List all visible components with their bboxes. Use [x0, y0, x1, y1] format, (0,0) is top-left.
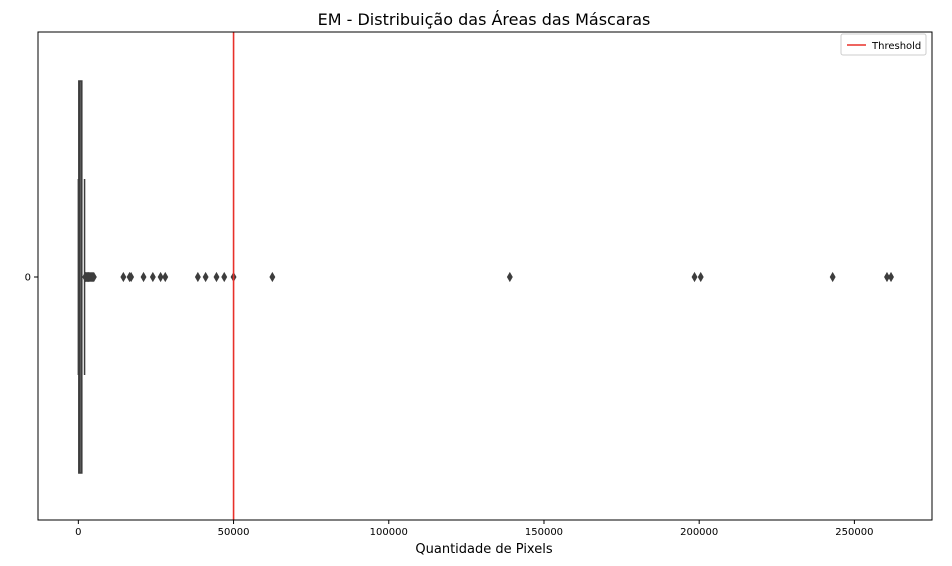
outlier-point-12 — [90, 271, 97, 283]
x-tick-label-2: 100000 — [370, 527, 408, 538]
outlier-point-18 — [157, 271, 164, 283]
y-tick-label-0: 0 — [25, 273, 31, 284]
legend: Threshold — [840, 33, 927, 56]
outlier-point-26 — [506, 271, 513, 283]
outlier-point-15 — [128, 271, 135, 283]
x-tick-label-5: 250000 — [835, 527, 873, 538]
outlier-point-28 — [697, 271, 704, 283]
outlier-point-21 — [202, 271, 209, 283]
outlier-point-29 — [829, 271, 836, 283]
outlier-point-16 — [140, 271, 147, 283]
x-axis-label: Quantidade de Pixels — [415, 542, 552, 557]
outlier-point-31 — [888, 271, 894, 283]
x-tick-label-3: 150000 — [525, 527, 563, 538]
x-tick-label-1: 50000 — [218, 527, 250, 538]
outlier-point-30 — [884, 271, 890, 283]
outlier-point-23 — [221, 271, 228, 283]
legend-threshold-label: Threshold — [871, 41, 921, 52]
x-tick-label-0: 0 — [75, 527, 81, 538]
outlier-point-27 — [691, 271, 698, 283]
chart-title: EM - Distribuição das Áreas das Máscaras — [318, 10, 651, 29]
outlier-point-13 — [120, 271, 127, 283]
plot-area — [37, 31, 933, 521]
x-tick-label-4: 200000 — [680, 527, 718, 538]
legend-box — [840, 33, 927, 56]
outlier-point-17 — [149, 271, 156, 283]
plot-frame — [37, 31, 933, 521]
outlier-point-22 — [213, 271, 220, 283]
outlier-point-20 — [194, 271, 201, 283]
outlier-point-19 — [162, 271, 169, 283]
outlier-point-25 — [269, 271, 276, 283]
x-axis: 0 50000 100000 150000 200000 250000 — [75, 520, 873, 538]
y-axis: 0 — [25, 273, 38, 284]
